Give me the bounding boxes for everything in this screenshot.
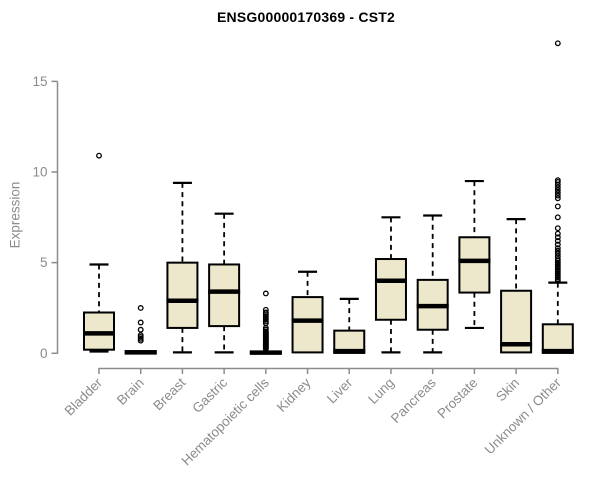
y-tick-label: 10 [32, 165, 47, 180]
iqr-box [208, 263, 241, 328]
boxplot-skin [500, 218, 533, 354]
iqr-box [83, 311, 115, 351]
boxplot-bladder [83, 152, 115, 353]
outlier-point [554, 40, 561, 47]
outlier-point [554, 230, 561, 237]
boxplot-pancreas [416, 214, 449, 354]
outlier-point [554, 189, 561, 196]
outlier-point [554, 234, 561, 241]
boxplot-prostate [458, 179, 491, 330]
boxplot-breast [166, 181, 199, 354]
boxplot-unknown-other [541, 40, 574, 354]
x-category-label-skin: Skin [493, 375, 522, 404]
outlier-point [554, 250, 561, 257]
boxplot-kidney [291, 270, 324, 354]
outlier-point [554, 195, 561, 202]
boxplot-hematopoietic-cells [249, 290, 282, 355]
chart-title: ENSG00000170369 - CST2 [217, 9, 395, 25]
iqr-box [166, 261, 199, 329]
outlier-point [554, 184, 561, 191]
outlier-point [262, 309, 269, 316]
x-category-label-lung: Lung [365, 375, 397, 407]
outlier-point [137, 332, 144, 339]
y-tick-label: 5 [40, 255, 48, 270]
x-category-label-prostate: Prostate [434, 375, 480, 421]
outlier-point [554, 203, 561, 210]
boxplot-gastric [208, 212, 241, 354]
x-category-label-pancreas: Pancreas [388, 375, 439, 426]
x-category-label-gastric: Gastric [189, 375, 230, 416]
y-tick-label: 15 [32, 74, 47, 89]
iqr-box [541, 323, 574, 354]
outlier-point [262, 290, 269, 297]
outlier-point [554, 247, 561, 254]
x-category-label-bladder: Bladder [62, 375, 106, 419]
outlier-point [554, 245, 561, 252]
iqr-box [291, 296, 324, 354]
boxplot-liver [333, 297, 366, 354]
outlier-point [554, 256, 561, 262]
outlier-point [137, 326, 144, 333]
outlier-point [554, 237, 561, 244]
x-category-label-liver: Liver [324, 375, 356, 407]
outlier-point [137, 319, 144, 326]
outlier-point [554, 177, 561, 184]
outlier-point [137, 305, 144, 311]
outlier-point [262, 306, 269, 313]
outlier-point [554, 214, 561, 221]
iqr-box [458, 236, 491, 294]
y-tick-label: 0 [40, 346, 48, 361]
outlier-point [554, 187, 561, 194]
x-category-label-kidney: Kidney [274, 375, 314, 415]
iqr-box [374, 258, 407, 321]
x-category-label-unknown-other: Unknown / Other [482, 375, 565, 458]
x-category-label-breast: Breast [150, 375, 188, 413]
x-category-label-brain: Brain [114, 375, 147, 408]
outlier-point [554, 253, 561, 260]
boxplot-brain [124, 305, 157, 355]
outlier-point [96, 152, 102, 159]
boxplot-lung [374, 216, 407, 354]
outlier-point [554, 241, 561, 248]
outlier-point [554, 192, 561, 199]
outlier-point [554, 225, 561, 232]
y-axis: 0 5 10 15 [32, 74, 59, 361]
